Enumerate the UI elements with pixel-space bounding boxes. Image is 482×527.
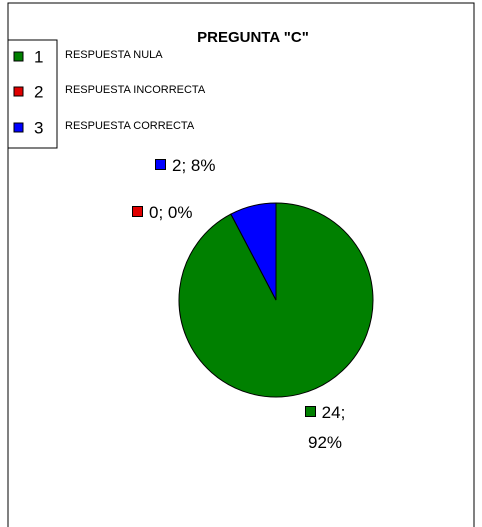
legend-swatch bbox=[13, 122, 24, 133]
label-swatch bbox=[132, 206, 143, 217]
data-label-text: 24; 92% bbox=[307, 403, 346, 452]
data-label: 0; 0% bbox=[132, 198, 252, 228]
data-label-text: 0; 0% bbox=[149, 203, 193, 222]
data-label: 2; 8% bbox=[155, 151, 275, 181]
pie-slice bbox=[230, 202, 277, 301]
label-swatch bbox=[304, 406, 316, 417]
legend-description: RESPUESTA INCORRECTA bbox=[65, 84, 206, 96]
legend-description: RESPUESTA CORRECTA bbox=[65, 120, 195, 132]
legend-swatch bbox=[13, 51, 24, 62]
legend-swatch bbox=[13, 86, 24, 97]
legend-label: 3 bbox=[34, 118, 43, 137]
chart-frame bbox=[7, 2, 475, 527]
label-swatch bbox=[155, 159, 166, 170]
legend-description: RESPUESTA NULA bbox=[65, 49, 163, 61]
legend-label: 2 bbox=[34, 82, 43, 101]
legend-label: 1 bbox=[34, 47, 43, 66]
data-label: 24; 92% bbox=[290, 398, 360, 458]
data-label-text: 2; 8% bbox=[172, 156, 216, 175]
chart-title: PREGUNTA "C" bbox=[197, 29, 309, 46]
